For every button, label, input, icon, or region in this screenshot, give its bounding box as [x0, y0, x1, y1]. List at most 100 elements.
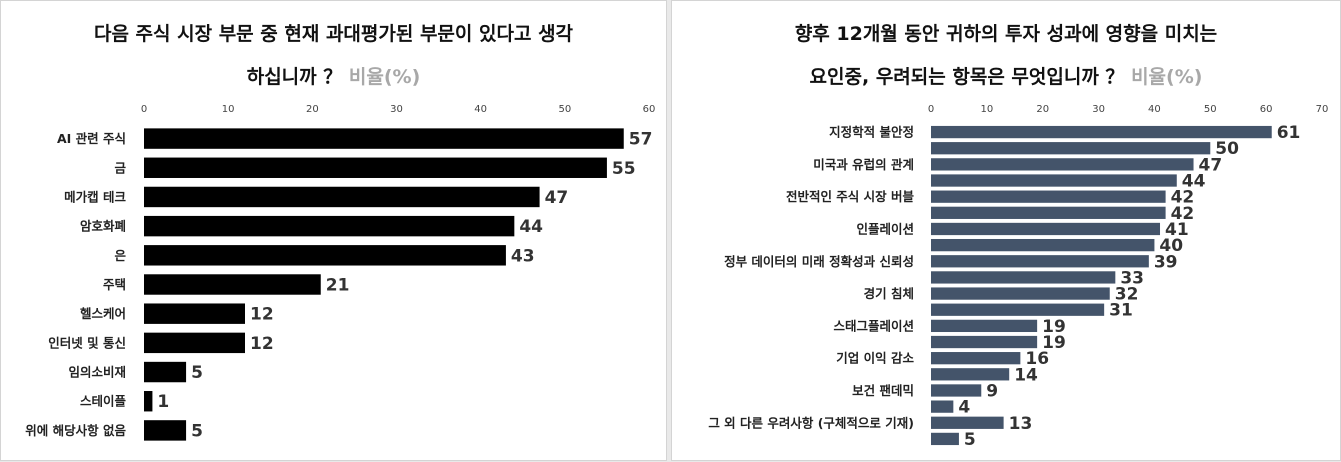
- right-bar: [931, 416, 1004, 429]
- left-category-label: 헬스케어: [80, 306, 126, 321]
- right-bar: [931, 190, 1166, 203]
- right-bar-value-label: 14: [1014, 365, 1038, 385]
- right-chart-title-line2: 요인중, 우려되는 항목은 무엇입니까 ？ 비율(%): [672, 62, 1340, 89]
- left-bar-value-label: 5: [191, 421, 203, 441]
- right-bar-value-label: 4: [958, 398, 970, 418]
- left-bar-value-label: 12: [250, 305, 274, 325]
- right-bar: [931, 303, 1105, 316]
- right-bar-value-label: 42: [1171, 188, 1195, 208]
- left-bar: [144, 186, 540, 208]
- right-bar-value-label: 9: [986, 381, 998, 401]
- right-bar: [931, 158, 1194, 171]
- left-x-tick-label: 20: [306, 104, 319, 115]
- right-chart-title-unit: 비율(%): [1131, 66, 1203, 88]
- left-category-label: 스테이플: [80, 394, 127, 409]
- right-bar: [931, 352, 1021, 365]
- left-bar-value-label: 12: [250, 334, 274, 354]
- right-bar-value-label: 19: [1042, 333, 1066, 353]
- right-bar: [931, 125, 1272, 139]
- left-x-tick-label: 40: [474, 104, 487, 115]
- left-category-label: 인터넷 및 통신: [48, 335, 126, 350]
- left-bar: [144, 332, 245, 354]
- left-chart-panel: 다음 주식 시장 부문 중 현재 과대평가된 부문이 있다고 생각 하십니까 ？…: [0, 0, 667, 461]
- right-bar: [931, 271, 1116, 284]
- right-chart-title-question: 요인중, 우려되는 항목은 무엇입니까 ？: [809, 66, 1125, 88]
- left-bar-value-label: 1: [157, 392, 169, 412]
- right-x-tick-label: 70: [1316, 104, 1329, 115]
- right-bar-value-label: 33: [1120, 268, 1144, 288]
- left-bar: [144, 245, 506, 266]
- right-x-tick-label: 20: [1036, 104, 1049, 115]
- right-bar-value-label: 50: [1215, 139, 1239, 159]
- right-bar: [931, 206, 1166, 219]
- right-bar-value-label: 44: [1182, 172, 1206, 192]
- left-bar: [144, 361, 187, 383]
- right-bar-value-label: 39: [1154, 252, 1178, 272]
- left-category-label: 암호화폐: [80, 219, 126, 234]
- right-bar: [931, 222, 1161, 236]
- left-bar-value-label: 55: [612, 159, 636, 179]
- right-bar: [931, 384, 982, 397]
- left-bar-value-label: 5: [191, 363, 203, 383]
- right-category-label: 전반적인 주식 시장 버블: [786, 189, 915, 204]
- left-chart-title-unit: 비율(%): [348, 66, 421, 88]
- right-category-label: 보건 팬데믹: [852, 383, 914, 398]
- right-x-tick-label: 50: [1204, 104, 1217, 115]
- left-chart-title-line1: 다음 주식 시장 부문 중 현재 과대평가된 부문이 있다고 생각: [93, 23, 574, 45]
- right-bar-value-label: 32: [1115, 285, 1139, 305]
- left-x-tick-label: 10: [222, 104, 235, 115]
- right-bar-value-label: 5: [964, 430, 976, 450]
- left-category-label: 메가캡 테크: [64, 189, 126, 204]
- right-x-tick-label: 10: [980, 104, 993, 115]
- left-category-label: 임의소비재: [68, 365, 126, 380]
- left-bar: [144, 274, 321, 295]
- right-bar-value-label: 40: [1159, 236, 1183, 256]
- right-category-label: 그 외 다른 우려사항 (구체적으로 기재): [708, 415, 914, 430]
- right-bar: [931, 174, 1177, 187]
- left-category-label: 주택: [103, 277, 126, 292]
- right-chart-panel: 향후 12개월 동안 귀하의 투자 성과에 영향을 미치는 요인중, 우려되는 …: [671, 0, 1341, 461]
- left-category-label: 위에 해당사항 없음: [25, 423, 126, 438]
- left-x-tick-label: 50: [558, 104, 571, 115]
- right-category-label: 경기 침체: [864, 286, 914, 301]
- right-bar: [931, 319, 1038, 333]
- right-bar-value-label: 19: [1042, 317, 1066, 337]
- right-category-label: 미국과 유럽의 관계: [813, 157, 914, 172]
- left-bar: [144, 157, 607, 178]
- right-bar: [931, 142, 1211, 155]
- right-chart-title-line1: 향후 12개월 동안 귀하의 투자 성과에 영향을 미치는: [794, 23, 1218, 45]
- left-bar-value-label: 47: [545, 188, 569, 208]
- left-bar: [144, 215, 515, 237]
- left-x-tick-label: 30: [390, 104, 403, 115]
- left-bar-value-label: 21: [326, 276, 350, 296]
- right-category-label: 기업 이익 감소: [836, 351, 914, 366]
- right-category-label: 스태그플레이션: [833, 318, 914, 333]
- right-bar-value-label: 42: [1171, 204, 1195, 224]
- left-x-tick-label: 0: [141, 104, 147, 115]
- left-bar-value-label: 44: [519, 217, 543, 237]
- right-bar: [931, 255, 1149, 268]
- right-bar-value-label: 61: [1277, 123, 1301, 143]
- left-category-label: 금: [114, 160, 126, 175]
- right-bar: [931, 287, 1110, 300]
- right-bar: [931, 368, 1010, 381]
- right-bar-value-label: 41: [1165, 220, 1189, 240]
- left-bar: [144, 391, 153, 412]
- left-bar: [144, 420, 187, 441]
- left-bar: [144, 128, 624, 149]
- right-category-label: 지정학적 불안정: [829, 125, 914, 140]
- right-category-label: 인플레이션: [856, 221, 914, 236]
- right-x-tick-label: 0: [928, 104, 934, 115]
- right-bar-value-label: 16: [1025, 349, 1049, 369]
- right-bar: [931, 432, 959, 446]
- right-bar: [931, 335, 1038, 349]
- right-x-tick-label: 40: [1148, 104, 1161, 115]
- right-bar: [931, 400, 954, 413]
- right-bar-value-label: 13: [1009, 414, 1033, 434]
- left-category-label: 은: [114, 248, 126, 263]
- left-bar: [144, 303, 245, 324]
- left-category-label: AI 관련 주식: [57, 131, 126, 146]
- right-x-tick-label: 60: [1260, 104, 1273, 115]
